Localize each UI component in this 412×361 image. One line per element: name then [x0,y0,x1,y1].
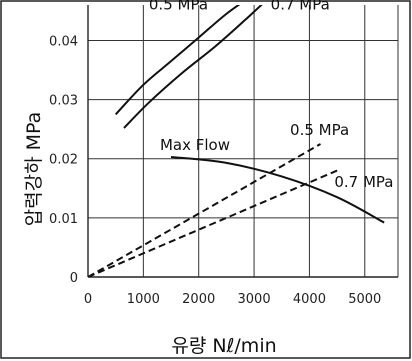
series-label-dashed-0-5-mpa: 0.5 MPa [290,121,349,139]
x-tick-label-3: 3000 [238,292,271,307]
series-solid-0-5-mpa-line [114,5,241,116]
series-dashed-0-5-mpa-line [88,143,321,277]
x-tick-label-2: 2000 [182,292,215,307]
y-tick-label-2: 0.02 [49,153,78,168]
grid [87,5,399,278]
series-solid-max-flow-line [170,155,385,224]
x-tick-label-4: 4000 [293,292,326,307]
x-tick-label-5: 5000 [348,292,381,307]
series-label-solid-0-5-mpa: 0.5 MPa [149,0,208,14]
series-group [88,5,385,277]
x-axis-title: 유량 Nℓ/min [171,335,276,357]
y-tick-label-3: 0.03 [49,94,78,109]
y-tick-label-1: 0.01 [49,212,78,227]
y-axis-title: 압력강하 MPa [23,112,45,227]
series-dashed-0-7-mpa-line [88,169,338,277]
y-axis-ticks: 0 0.01 0.02 0.03 0.04 [49,34,78,286]
x-tick-label-1: 1000 [127,292,160,307]
y-tick-label-4: 0.04 [49,34,78,49]
x-axis-ticks: 0 1000 2000 3000 4000 5000 [84,292,381,307]
series-label-solid-0-7-mpa: 0.7 MPa [271,0,330,14]
x-tick-label-0: 0 [84,292,92,307]
series-labels: 0.5 MPa 0.7 MPa Max Flow 0.5 MPa 0.7 MPa [149,0,394,191]
series-label-solid-max-flow: Max Flow [160,136,230,154]
series-solid-0-7-mpa-line [123,5,263,129]
y-tick-label-0: 0 [70,271,78,286]
series-label-dashed-0-7-mpa: 0.7 MPa [334,173,393,191]
